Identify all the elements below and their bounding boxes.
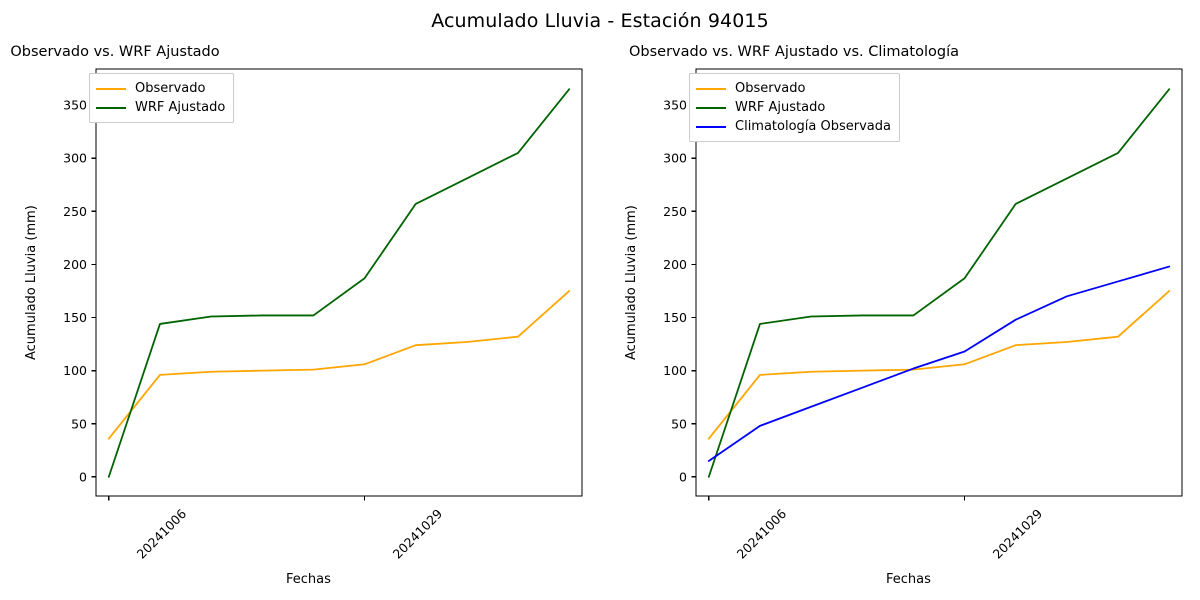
series-line-observado [707, 290, 1171, 440]
y-tick-label: 200 [663, 257, 687, 272]
series-line-wrf-ajustado [107, 88, 571, 478]
y-tick-label: 100 [663, 363, 687, 378]
subplot-left-title: Observado vs. WRF Ajustado [10, 44, 220, 60]
legend-label: WRF Ajustado [735, 100, 826, 115]
subplot-right-axes: 0 50 100 150 200 250 300 350 [663, 68, 1183, 501]
legend-swatch-icon [696, 106, 726, 109]
legend-label: WRF Ajustado [135, 100, 226, 115]
subplot-right-title: Observado vs. WRF Ajustado vs. Climatolo… [629, 44, 959, 60]
legend-label: Climatología Observada [735, 119, 891, 134]
legend-swatch-icon [696, 125, 726, 128]
legend-entry[interactable]: Observado [696, 79, 891, 98]
y-tick-label: 300 [663, 151, 687, 166]
y-tick-label: 200 [63, 257, 87, 272]
y-tick-label: 150 [63, 310, 87, 325]
legend-swatch-icon [96, 87, 126, 90]
legend-entry[interactable]: Observado [96, 79, 225, 98]
subplot-left-xlabel: Fechas [286, 572, 331, 587]
legend-entry[interactable]: WRF Ajustado [696, 98, 891, 117]
subplot-right-xlabel: Fechas [886, 572, 931, 587]
figure-title: Acumulado Lluvia - Estación 94015 [431, 10, 769, 32]
y-tick-label: 350 [663, 98, 687, 113]
y-tick-label: 350 [63, 98, 87, 113]
legend-entry[interactable]: WRF Ajustado [96, 98, 225, 117]
y-tick-label: 0 [79, 469, 87, 484]
subplot-right: Observado vs. WRF Ajustado vs. Climatolo… [600, 0, 1200, 600]
legend-label: Observado [735, 81, 806, 96]
series-line-climatolog-a-observada [707, 265, 1171, 462]
axes-frame [95, 68, 583, 497]
y-tick-label: 150 [663, 310, 687, 325]
y-tick-label: 100 [63, 363, 87, 378]
y-tick-label: 250 [663, 204, 687, 219]
subplot-left: Observado vs. WRF Ajustado Acumulado Llu… [10, 44, 583, 587]
subplot-right-legend: Observado WRF Ajustado Climatología Observ… [689, 73, 900, 142]
y-tick-label: 300 [63, 151, 87, 166]
legend-swatch-icon [696, 87, 726, 90]
y-tick-label: 50 [671, 416, 687, 431]
y-tick-label: 250 [63, 204, 87, 219]
axes-frame [695, 68, 1183, 497]
legend-label: Observado [135, 81, 206, 96]
series-line-observado [107, 290, 571, 440]
legend-swatch-icon [96, 106, 126, 109]
legend-entry[interactable]: Climatología Observada [696, 117, 891, 136]
subplot-left-axes: 0 50 100 150 200 250 300 350 [63, 68, 583, 501]
series-line-wrf-ajustado [707, 88, 1171, 478]
y-tick-label: 0 [679, 469, 687, 484]
subplot-left-legend: Observado WRF Ajustado [89, 73, 235, 123]
y-tick-label: 50 [71, 416, 87, 431]
